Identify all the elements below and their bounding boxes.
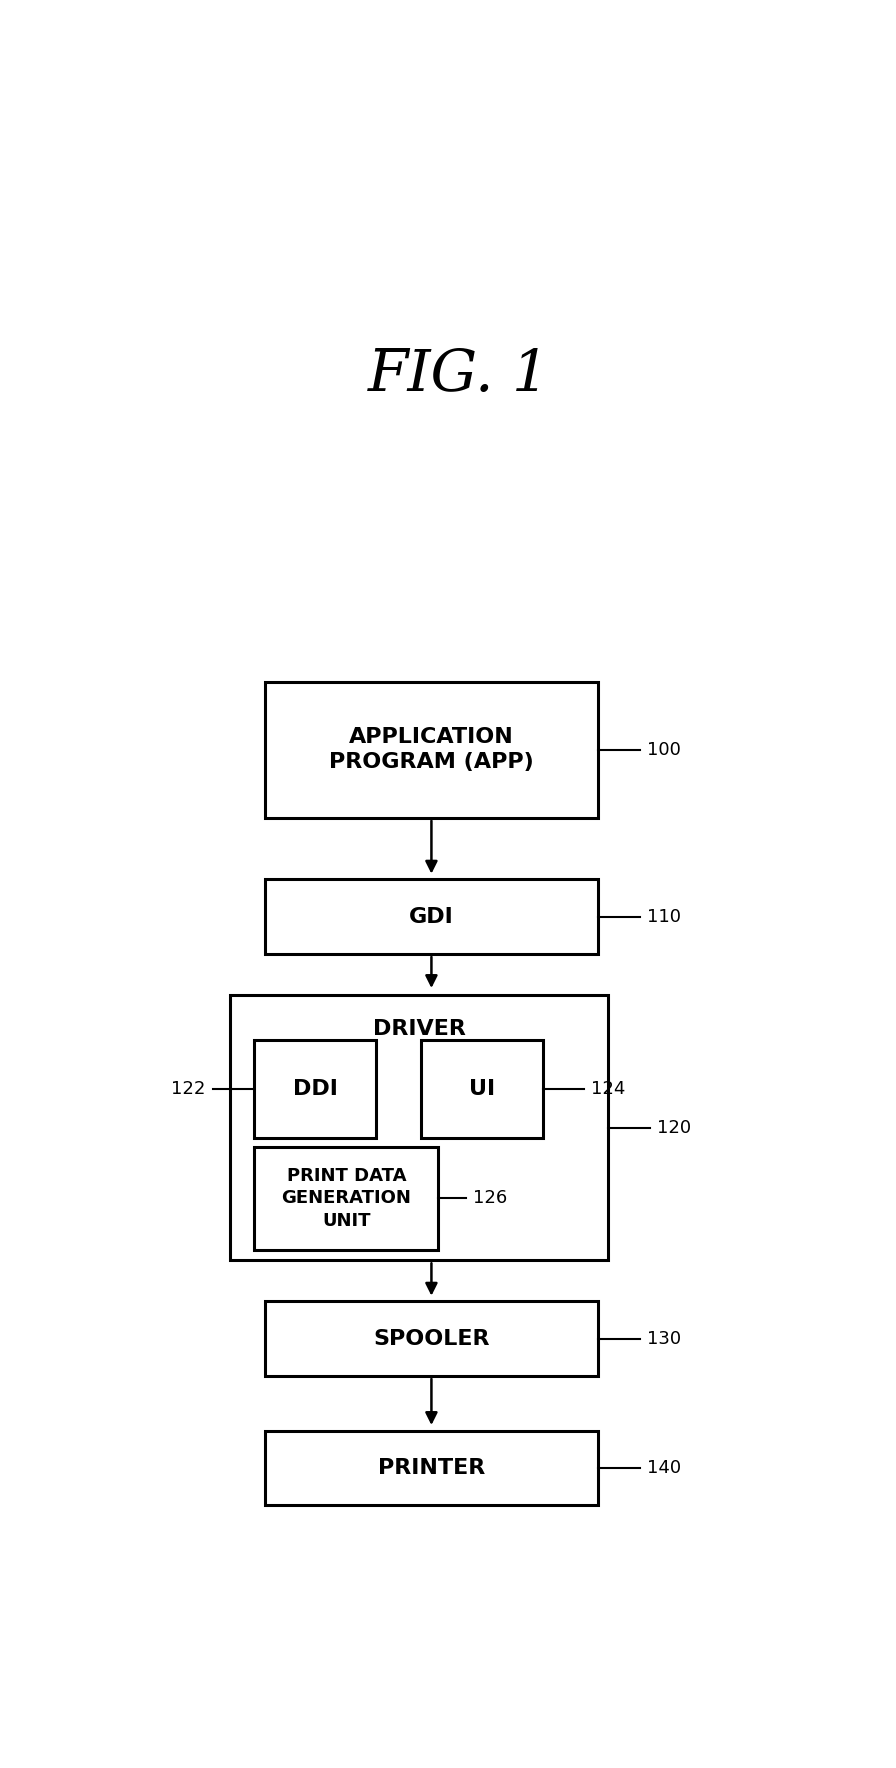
Text: PRINTER: PRINTER (378, 1459, 485, 1478)
Text: 122: 122 (171, 1080, 206, 1098)
Text: UI: UI (469, 1078, 495, 1100)
Bar (265, 879, 599, 955)
Text: 100: 100 (647, 741, 681, 758)
Text: GDI: GDI (409, 907, 453, 926)
Text: 124: 124 (591, 1080, 625, 1098)
Bar (230, 995, 608, 1261)
Bar (254, 1040, 376, 1139)
Bar (265, 682, 599, 819)
Bar (254, 1147, 438, 1250)
Text: PRINT DATA
GENERATION
UNIT: PRINT DATA GENERATION UNIT (281, 1167, 411, 1231)
Text: SPOOLER: SPOOLER (373, 1330, 490, 1349)
Text: FIG. 1: FIG. 1 (368, 347, 550, 403)
Text: 130: 130 (647, 1330, 681, 1347)
Bar (265, 1430, 599, 1505)
Text: 126: 126 (473, 1190, 507, 1208)
Text: DDI: DDI (293, 1078, 338, 1100)
Bar (421, 1040, 543, 1139)
Text: DRIVER: DRIVER (373, 1020, 466, 1040)
Text: APPLICATION
PROGRAM (APP): APPLICATION PROGRAM (APP) (329, 727, 534, 773)
Text: 120: 120 (657, 1119, 691, 1137)
Text: 110: 110 (647, 907, 681, 926)
Bar (265, 1301, 599, 1376)
Text: 140: 140 (647, 1459, 681, 1476)
